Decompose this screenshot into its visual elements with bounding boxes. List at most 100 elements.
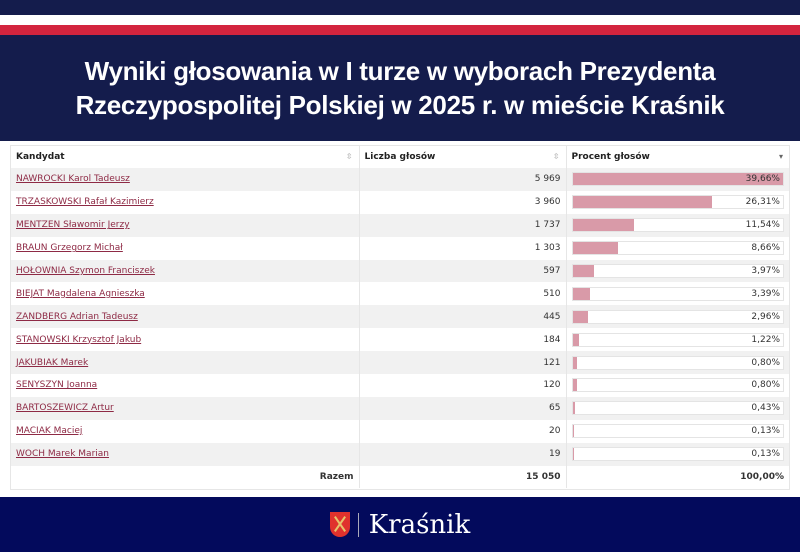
percent-bar: 2,96% xyxy=(571,309,784,324)
percent-bar-fill xyxy=(572,310,589,323)
table-row: SENYSZYN Joanna 120 0,80% xyxy=(11,374,789,397)
votes-cell: 597 xyxy=(359,259,567,283)
percent-cell: 0,80% xyxy=(566,351,789,374)
votes-cell: 1 737 xyxy=(359,213,567,237)
table-header-row: Kandydat ⇳ Liczba głosów ⇳ Procent głosów ▾ xyxy=(11,146,789,168)
percent-label: 1,22% xyxy=(751,334,780,345)
candidate-link[interactable]: JAKUBIAK Marek xyxy=(16,357,89,368)
table-row: BIEJAT Magdalena Agnieszka 510 3,39% xyxy=(11,282,789,306)
table-row: JAKUBIAK Marek 121 0,80% xyxy=(11,351,789,375)
candidate-cell: HOŁOWNIA Szymon Franciszek xyxy=(11,259,360,283)
votes-cell: 121 xyxy=(359,351,567,375)
candidate-link[interactable]: WOCH Marek Marian xyxy=(16,449,109,460)
votes-cell: 5 969 xyxy=(359,168,567,191)
percent-label: 3,39% xyxy=(751,288,780,299)
percent-cell: 3,97% xyxy=(566,260,789,283)
candidate-link[interactable]: TRZASKOWSKI Rafał Kazimierz xyxy=(16,197,154,208)
percent-bar-fill xyxy=(572,219,634,232)
percent-bar: 0,43% xyxy=(571,401,784,416)
percent-bar-fill xyxy=(572,379,577,392)
candidate-cell: ZANDBERG Adrian Tadeusz xyxy=(11,305,360,329)
votes-cell: 20 xyxy=(359,419,567,443)
percent-label: 8,66% xyxy=(751,243,780,254)
candidate-cell: BIEJAT Magdalena Agnieszka xyxy=(11,282,360,306)
candidate-link[interactable]: STANOWSKI Krzysztof Jakub xyxy=(16,334,142,345)
page-title: Wyniki głosowania w I turze w wyborach P… xyxy=(75,56,725,120)
flag-red-stripe xyxy=(0,25,800,35)
candidate-cell: STANOWSKI Krzysztof Jakub xyxy=(11,328,360,352)
percent-cell: 0,13% xyxy=(566,420,789,443)
percent-label: 11,54% xyxy=(745,220,780,231)
votes-cell: 445 xyxy=(359,305,567,329)
footer-bar: Kraśnik xyxy=(0,497,800,552)
candidate-link[interactable]: SENYSZYN Joanna xyxy=(16,380,98,391)
percent-bar: 0,80% xyxy=(571,378,784,393)
percent-label: 3,97% xyxy=(751,266,780,276)
table-row: TRZASKOWSKI Rafał Kazimierz 3 960 26,31% xyxy=(11,190,789,214)
percent-cell: 0,43% xyxy=(566,397,789,420)
candidate-link[interactable]: BRAUN Grzegorz Michał xyxy=(16,243,123,254)
percent-cell: 1,22% xyxy=(566,328,789,351)
candidate-link[interactable]: NAWROCKI Karol Tadeusz xyxy=(16,174,130,185)
votes-cell: 1 303 xyxy=(359,236,567,260)
candidate-cell: TRZASKOWSKI Rafał Kazimierz xyxy=(11,190,360,214)
percent-cell: 0,80% xyxy=(566,374,789,397)
table-row: ZANDBERG Adrian Tadeusz 445 2,96% xyxy=(11,305,789,329)
candidate-link[interactable]: HOŁOWNIA Szymon Franciszek xyxy=(16,266,155,276)
total-votes: 15 050 xyxy=(359,465,567,488)
candidate-link[interactable]: BIEJAT Magdalena Agnieszka xyxy=(16,288,145,299)
percent-label: 0,13% xyxy=(751,449,780,460)
column-header-votes[interactable]: Liczba głosów ⇳ xyxy=(359,146,567,168)
sort-icon[interactable]: ⇳ xyxy=(552,152,560,161)
column-header-percent[interactable]: Procent głosów ▾ xyxy=(571,152,784,162)
percent-bar-fill xyxy=(572,265,594,277)
percent-bar: 3,97% xyxy=(571,264,784,278)
candidate-link[interactable]: MACIAK Maciej xyxy=(16,426,83,437)
total-percent: 100,00% xyxy=(566,465,789,488)
candidate-cell: MENTZEN Sławomir Jerzy xyxy=(11,213,360,237)
votes-cell: 510 xyxy=(359,282,567,306)
percent-bar: 0,13% xyxy=(571,447,784,462)
percent-bar: 0,80% xyxy=(571,355,784,370)
percent-bar: 39,66% xyxy=(571,172,784,187)
krasnik-coat-of-arms-icon xyxy=(329,512,350,537)
percent-bar-fill xyxy=(572,402,575,415)
candidate-link[interactable]: BARTOSZEWICZ Artur xyxy=(16,403,114,414)
candidate-cell: SENYSZYN Joanna xyxy=(11,374,360,397)
percent-label: 39,66% xyxy=(745,174,780,185)
percent-bar: 1,22% xyxy=(571,332,784,347)
candidate-link[interactable]: MENTZEN Sławomir Jerzy xyxy=(16,220,130,231)
sort-desc-icon[interactable]: ▾ xyxy=(778,152,783,161)
krasnik-logo-text: Kraśnik xyxy=(368,509,471,540)
votes-cell: 184 xyxy=(359,328,567,352)
candidate-cell: MACIAK Maciej xyxy=(11,419,360,443)
column-header-candidate[interactable]: Kandydat ⇳ xyxy=(11,146,360,168)
candidate-link[interactable]: ZANDBERG Adrian Tadeusz xyxy=(16,311,138,322)
percent-bar-fill xyxy=(572,287,591,300)
percent-bar-fill xyxy=(572,196,713,209)
table-row: NAWROCKI Karol Tadeusz 5 969 39,66% xyxy=(11,168,789,191)
top-navy-band xyxy=(0,0,800,15)
table-row: HOŁOWNIA Szymon Franciszek 597 3,97% xyxy=(11,259,789,283)
percent-cell: 0,13% xyxy=(566,443,789,466)
table-row: STANOWSKI Krzysztof Jakub 184 1,22% xyxy=(11,328,789,352)
total-row: Razem 15 050 100,00% xyxy=(11,465,789,488)
percent-bar-fill xyxy=(572,173,783,186)
results-table: Kandydat ⇳ Liczba głosów ⇳ Procent głosów ▾… xyxy=(10,145,790,490)
candidate-cell: NAWROCKI Karol Tadeusz xyxy=(11,168,360,191)
votes-cell: 65 xyxy=(359,396,567,420)
percent-cell: 2,96% xyxy=(566,305,789,328)
percent-label: 0,13% xyxy=(751,426,780,437)
candidate-cell: WOCH Marek Marian xyxy=(11,442,360,466)
percent-bar: 11,54% xyxy=(571,218,784,233)
sort-icon[interactable]: ⇳ xyxy=(345,152,353,161)
percent-label: 2,96% xyxy=(751,311,780,322)
table-row: WOCH Marek Marian 19 0,13% xyxy=(11,442,789,466)
percent-cell: 3,39% xyxy=(566,282,789,305)
percent-bar-fill xyxy=(572,448,574,461)
table-row: MENTZEN Sławomir Jerzy 1 737 11,54% xyxy=(11,213,789,237)
percent-label: 0,80% xyxy=(751,380,780,391)
percent-bar: 3,39% xyxy=(571,286,784,301)
title-banner: Wyniki głosowania w I turze w wyborach P… xyxy=(0,35,800,141)
percent-cell: 11,54% xyxy=(566,214,789,237)
